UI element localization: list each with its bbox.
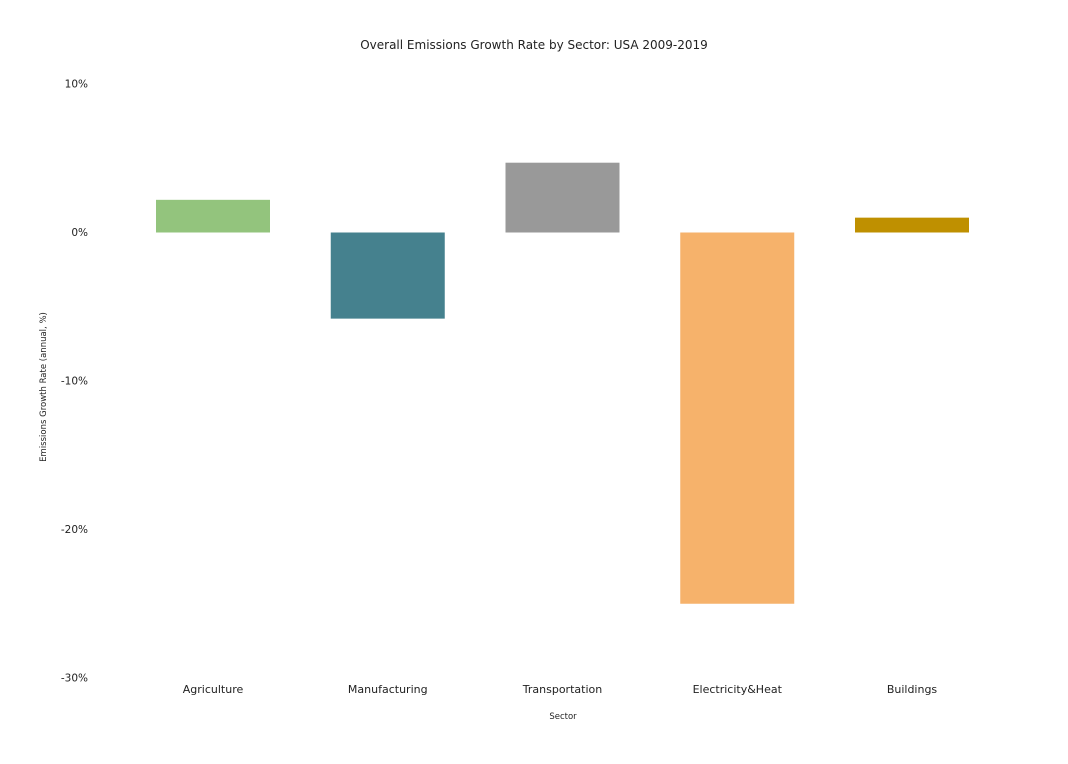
y-tick-label: -30% — [61, 673, 88, 685]
bars-group — [156, 162, 969, 604]
x-category-label: Electricity&Heat — [693, 683, 783, 696]
y-tick-label: -20% — [61, 524, 88, 536]
x-category-label: Manufacturing — [348, 683, 428, 696]
bar-buildings — [855, 217, 969, 233]
y-tick-label: -10% — [61, 376, 88, 388]
y-tick-label: 10% — [65, 79, 88, 91]
x-category-label: Agriculture — [183, 683, 244, 696]
x-category-label: Buildings — [887, 683, 938, 696]
x-axis-label: Sector — [549, 712, 577, 722]
bar-transportation — [505, 162, 620, 233]
bar-manufacturing — [330, 232, 445, 319]
bar-agriculture — [156, 199, 270, 233]
y-axis-ticks: 10% 0% -10% -20% -30% — [61, 79, 88, 685]
x-category-label: Transportation — [522, 683, 602, 696]
y-tick-label: 0% — [71, 227, 88, 239]
bar-electricity-heat — [680, 232, 795, 604]
y-axis-label: Emissions Growth Rate (annual, %) — [39, 312, 49, 462]
x-axis-categories: Agriculture Manufacturing Transportation El… — [183, 683, 938, 696]
chart-title: Overall Emissions Growth Rate by Sector:… — [360, 38, 708, 52]
